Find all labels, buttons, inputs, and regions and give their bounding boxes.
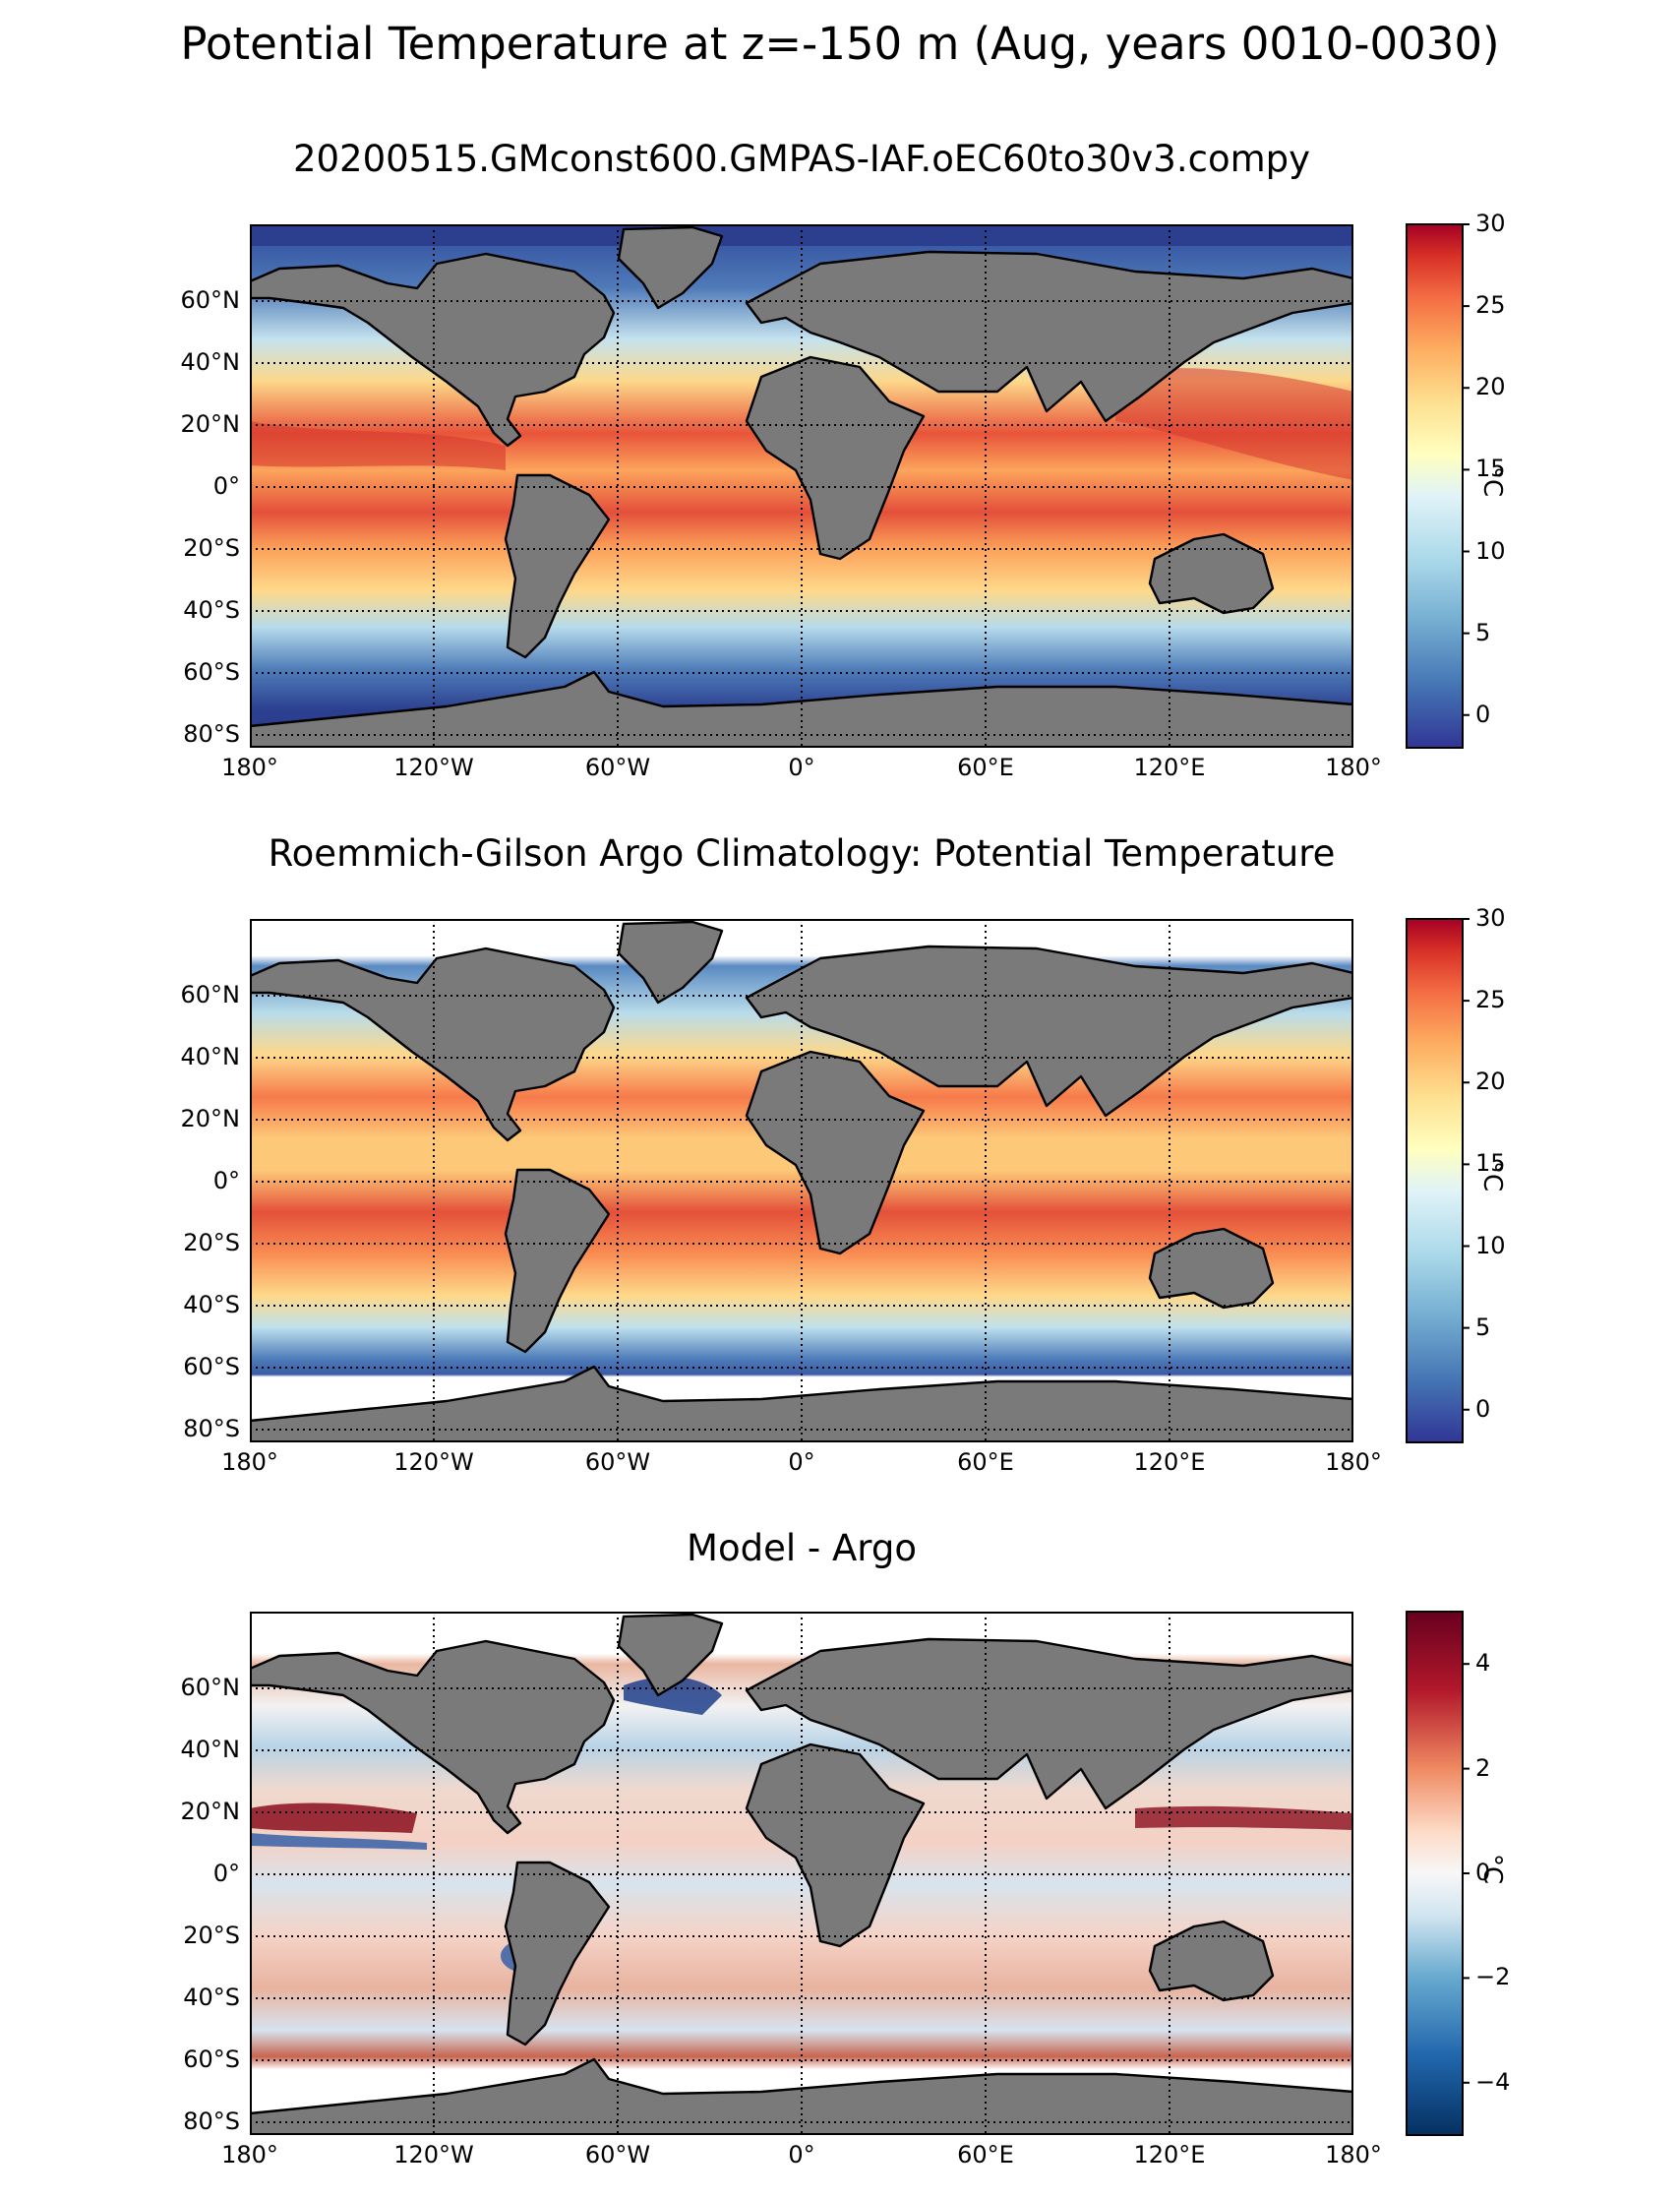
model-minus-argo-map <box>250 1612 1353 2135</box>
lat-tick-label: 40°N <box>180 1736 241 1763</box>
lon-tick-label: 180° <box>1325 754 1382 781</box>
colorbar-tick-label: 20 <box>1475 1068 1506 1096</box>
lat-tick-label: 40°N <box>180 1043 241 1070</box>
east-pacific-warm-band <box>250 421 506 470</box>
colorbar-tick-label: 0 <box>1475 1859 1491 1886</box>
colorbar-tick-label: 30 <box>1475 904 1506 932</box>
colorbar-tick-label: 4 <box>1475 1649 1491 1678</box>
lon-tick-label: 180° <box>221 2141 278 2168</box>
lon-tick-label: 0° <box>788 754 815 781</box>
lat-tick-label: 60°N <box>180 981 241 1008</box>
colorbar-tick-label: 20 <box>1475 373 1506 401</box>
lon-tick-label: 120°W <box>393 754 474 781</box>
colorbar-tick-label: 10 <box>1475 1231 1506 1259</box>
map-frame <box>250 224 1353 748</box>
lat-tick-label: 40°S <box>183 596 240 624</box>
colorbar-tick-label: 10 <box>1475 536 1506 565</box>
panel-3-title: Model - Argo <box>687 1527 917 1569</box>
lon-tick-label: 0° <box>788 1448 815 1476</box>
lat-tick-label: 20°N <box>180 1798 241 1825</box>
panel-2-title: Roemmich-Gilson Argo Climatology: Potent… <box>268 832 1336 875</box>
argo-temperature-map <box>250 919 1353 1442</box>
lat-tick-label: 60°S <box>183 658 240 686</box>
lon-tick-label: 60°W <box>584 754 651 781</box>
lon-tick-label: 60°E <box>957 2141 1014 2168</box>
graticule <box>250 1612 1353 2135</box>
lat-tick-label: 0° <box>212 1167 240 1194</box>
colorbar-tick-label: 25 <box>1475 986 1506 1014</box>
lon-tick-label: 60°W <box>584 2141 651 2168</box>
lat-tick-label: 80°S <box>183 1415 240 1442</box>
lat-tick-label: 0° <box>212 1860 240 1887</box>
positive-anomaly-band <box>250 1802 417 1833</box>
colorbar-tick-label: 2 <box>1475 1753 1491 1782</box>
lat-tick-label: 20°N <box>180 410 241 438</box>
lon-tick-label: 180° <box>1325 1448 1382 1476</box>
map-frame <box>250 919 1353 1442</box>
lon-tick-label: 120°W <box>393 2141 474 2168</box>
colorbar-tick-label: 5 <box>1475 618 1491 646</box>
lon-tick-label: 60°W <box>584 1448 651 1476</box>
lat-tick-label: 80°S <box>183 2107 240 2135</box>
colorbar-tick-label: 0 <box>1475 1394 1491 1423</box>
lat-tick-label: 20°S <box>183 1922 240 1949</box>
colorbar-tick-label: 5 <box>1475 1313 1491 1341</box>
colorbar-tick-label: 0 <box>1475 700 1491 728</box>
colorbar-gradient <box>1406 1611 1464 2136</box>
lon-tick-label: 0° <box>788 2141 815 2168</box>
colorbar-tick-label: 15 <box>1475 1149 1506 1178</box>
lat-tick-label: 20°S <box>183 534 240 562</box>
lat-tick-label: 40°S <box>183 1984 240 2011</box>
lon-tick-label: 120°E <box>1133 1448 1206 1476</box>
panel-2-colorbar <box>1406 918 1470 1443</box>
lon-tick-label: 120°W <box>393 1448 474 1476</box>
north-atlantic-negative-anomaly <box>624 1677 722 1715</box>
graticule <box>250 224 1353 748</box>
lon-tick-label: 60°E <box>957 754 1014 781</box>
colorbar-gradient <box>1406 223 1464 749</box>
lon-tick-label: 120°E <box>1133 2141 1206 2168</box>
lat-tick-label: 60°S <box>183 2046 240 2073</box>
lon-tick-label: 120°E <box>1133 754 1206 781</box>
panel-1-title: 20200515.GMconst600.GMPAS-IAF.oEC60to30v… <box>292 138 1311 180</box>
lat-tick-label: 60°S <box>183 1353 240 1380</box>
graticule <box>250 919 1353 1442</box>
lon-tick-label: 60°E <box>957 1448 1014 1476</box>
west-pacific-warm-pool <box>1115 368 1353 480</box>
lat-tick-label: 60°N <box>180 286 241 314</box>
colorbar-tick-label: 15 <box>1475 455 1506 483</box>
lat-tick-label: 20°N <box>180 1105 241 1132</box>
land-mask <box>250 225 1353 748</box>
model-temperature-map <box>250 224 1353 748</box>
colorbar-tick-label: 30 <box>1475 210 1506 237</box>
panel-3-colorbar <box>1406 1611 1470 2136</box>
lon-tick-label: 180° <box>221 754 278 781</box>
lat-tick-label: 40°S <box>183 1291 240 1318</box>
colorbar-tick-label: −2 <box>1475 1963 1511 1991</box>
negative-anomaly-band <box>250 1833 427 1850</box>
lon-tick-label: 180° <box>1325 2141 1382 2168</box>
panel-1-colorbar <box>1406 223 1470 749</box>
colorbar-gradient <box>1406 918 1464 1443</box>
lat-tick-label: 20°S <box>183 1229 240 1256</box>
colorbar-tick-label: 25 <box>1475 291 1506 320</box>
lon-tick-label: 180° <box>221 1448 278 1476</box>
lat-tick-label: 40°N <box>180 348 241 376</box>
colorbar-tick-label: −4 <box>1475 2067 1511 2096</box>
lat-tick-label: 60°N <box>180 1674 241 1701</box>
arctic-nodata <box>250 224 1353 246</box>
figure-title: Potential Temperature at z=-150 m (Aug, … <box>180 18 1500 70</box>
lat-tick-label: 0° <box>212 472 240 500</box>
lat-tick-label: 80°S <box>183 720 240 748</box>
map-frame <box>250 1612 1353 2135</box>
